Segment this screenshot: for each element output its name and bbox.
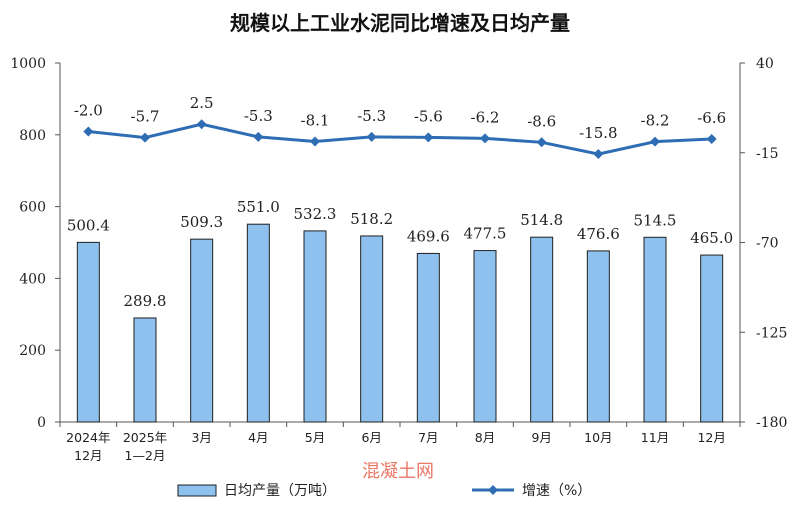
bar xyxy=(473,250,497,423)
growth-point xyxy=(83,126,94,137)
bar xyxy=(416,252,440,423)
growth-value-label: -5.3 xyxy=(244,107,273,125)
left-axis-tick-label: 400 xyxy=(19,271,46,287)
bar-value-label: 477.5 xyxy=(464,225,507,243)
legend-bar-label: 日均产量（万吨） xyxy=(224,483,336,499)
bar-value-label: 509.3 xyxy=(180,213,223,231)
category-label: 12月 xyxy=(74,448,102,463)
growth-point xyxy=(593,149,604,160)
bar-value-label: 289.8 xyxy=(124,292,167,310)
bar xyxy=(303,230,327,423)
chart-title: 规模以上工业水泥同比增速及日均产量 xyxy=(230,11,570,35)
growth-point xyxy=(480,133,490,144)
growth-point xyxy=(140,132,150,143)
growth-value-label: -8.6 xyxy=(527,112,556,130)
bar-value-label: 514.8 xyxy=(520,211,563,229)
growth-value-label: -5.6 xyxy=(414,107,443,125)
left-axis-tick-label: 1000 xyxy=(10,56,46,72)
growth-value-label: -5.3 xyxy=(357,107,386,125)
category-label: 8月 xyxy=(475,430,495,445)
growth-point xyxy=(706,134,717,145)
legend-bar-swatch xyxy=(177,484,217,497)
axes: 0 200 400 600 800 1000 -180 -125 -70 -15 40 xyxy=(10,56,787,431)
legend: 日均产量（万吨） 增速（%） xyxy=(177,483,591,499)
right-axis-tick-label: -70 xyxy=(756,236,779,252)
growth-value-label: 2.5 xyxy=(190,94,214,112)
category-labels: 2024年 12月 2025年 1—2月 3月 4月 5月 6月 7月 8月 9月 10月 11月 12月 xyxy=(66,430,726,463)
category-label: 1—2月 xyxy=(125,448,166,463)
growth-point xyxy=(253,131,264,142)
category-label: 4月 xyxy=(248,430,268,445)
growth-point xyxy=(366,131,377,142)
bar-value-label: 500.4 xyxy=(67,216,110,234)
bar-value-label: 532.3 xyxy=(294,205,337,223)
growth-point xyxy=(423,132,434,143)
growth-value-label: -5.7 xyxy=(131,108,160,126)
category-label: 2025年 xyxy=(123,430,167,445)
growth-point xyxy=(310,136,320,147)
growth-point xyxy=(650,136,660,147)
watermark: 混凝土网 xyxy=(362,461,434,482)
bar xyxy=(133,317,157,423)
category-label: 9月 xyxy=(531,430,551,445)
growth-value-label: -15.8 xyxy=(579,124,617,142)
category-label: 3月 xyxy=(191,430,211,445)
bar-value-label: 465.0 xyxy=(690,229,733,247)
right-axis-tick-label: -15 xyxy=(756,146,779,162)
bar xyxy=(586,250,610,423)
growth-value-label: -8.1 xyxy=(301,111,330,129)
category-label: 12月 xyxy=(697,430,725,445)
growth-line xyxy=(83,119,717,160)
growth-value-label: -2.0 xyxy=(74,102,103,120)
category-label: 7月 xyxy=(418,430,438,445)
right-axis-tick-label: -125 xyxy=(756,325,787,341)
left-axis-tick-label: 200 xyxy=(19,343,46,359)
growth-line-path xyxy=(88,122,712,156)
growth-value-label: -6.6 xyxy=(697,109,726,127)
legend-line-marker xyxy=(488,485,498,495)
right-axis-tick-label: 40 xyxy=(756,56,774,72)
growth-value-label: -6.2 xyxy=(471,108,500,126)
category-label: 5月 xyxy=(305,430,325,445)
bar xyxy=(530,236,554,423)
right-axis-tick-label: -180 xyxy=(756,415,787,431)
bar xyxy=(643,236,667,423)
bar xyxy=(76,241,100,423)
left-axis-tick-label: 600 xyxy=(19,200,46,216)
growth-point xyxy=(196,119,207,130)
bar-value-label: 518.2 xyxy=(350,210,393,228)
bar-value-label: 476.6 xyxy=(577,225,620,243)
category-label: 2024年 xyxy=(66,430,110,445)
legend-line-label: 增速（%） xyxy=(522,483,591,499)
growth-value-label: -8.2 xyxy=(641,112,670,130)
bar-value-label: 469.6 xyxy=(407,227,450,245)
left-axis-tick-label: 800 xyxy=(19,128,46,144)
bar xyxy=(360,235,384,423)
line-labels: -2.0 -5.7 2.5 -5.3 -8.1 -5.3 -5.6 -6.2 -8.6 -15.8… xyxy=(74,94,726,142)
bar xyxy=(700,254,724,423)
bar-value-label: 551.0 xyxy=(237,198,280,216)
left-axis-tick-label: 0 xyxy=(37,415,46,431)
bar xyxy=(190,238,214,423)
category-label: 11月 xyxy=(641,430,669,445)
bars xyxy=(76,223,724,423)
bar xyxy=(246,223,270,423)
bar-value-label: 514.5 xyxy=(634,211,677,229)
growth-point xyxy=(536,137,547,148)
bar-labels: 500.4 289.8 509.3 551.0 532.3 518.2 469.6 477.5… xyxy=(67,198,733,310)
category-label: 6月 xyxy=(361,430,381,445)
category-label: 10月 xyxy=(584,430,612,445)
